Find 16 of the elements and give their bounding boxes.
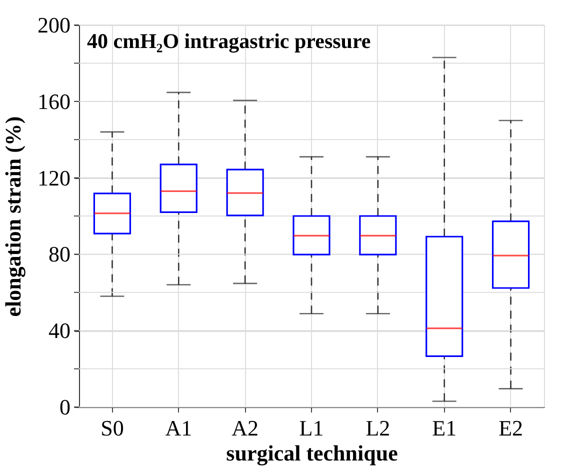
- x-tick-label: A1: [165, 416, 192, 440]
- x-tick-label: S0: [100, 416, 124, 440]
- x-tick-label: L2: [366, 416, 390, 440]
- y-axis-title: elongation strain (%): [0, 116, 26, 317]
- y-tick-label: 160: [38, 88, 70, 114]
- chart-title: 40 cmH₂O intragastric pressure: [87, 29, 371, 53]
- y-tick-label: 120: [38, 165, 70, 190]
- y-tick-label: 200: [38, 12, 70, 38]
- x-axis-title: surgical technique: [226, 440, 398, 466]
- x-tick-label: E2: [498, 416, 524, 440]
- x-tick-label: E1: [432, 416, 457, 440]
- y-tick-label: 0: [60, 394, 70, 420]
- y-tick-label: 40: [48, 318, 70, 344]
- x-tick-label: L1: [299, 416, 324, 440]
- x-tick-label: A2: [232, 416, 259, 440]
- y-tick-label: 80: [48, 242, 70, 267]
